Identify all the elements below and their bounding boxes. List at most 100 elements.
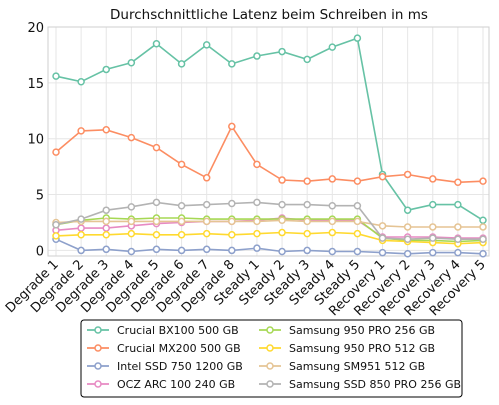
data-point (454, 248, 462, 257)
data-point (228, 246, 236, 255)
data-point (479, 235, 487, 243)
data-point (127, 217, 136, 226)
data-point (102, 224, 110, 232)
data-point (328, 175, 337, 183)
legend-marker (94, 326, 102, 334)
data-point (52, 220, 60, 229)
data-point (202, 200, 211, 209)
data-point (77, 127, 85, 135)
y-tick-label: 15 (27, 77, 44, 92)
data-point (328, 43, 337, 51)
legend-marker (94, 362, 102, 370)
legend-label: Samsung 950 PRO 512 GB (289, 342, 435, 355)
data-point (403, 170, 412, 179)
data-point (278, 176, 286, 184)
data-point (177, 231, 186, 239)
data-point (403, 250, 412, 258)
data-point (102, 126, 110, 134)
data-point (253, 198, 261, 207)
y-tick-label: 0 (36, 244, 44, 259)
data-point (403, 235, 412, 243)
data-point (278, 200, 286, 209)
series-line (55, 219, 483, 228)
data-point (102, 231, 110, 239)
data-point (278, 228, 286, 237)
y-tick-label: 5 (36, 189, 44, 204)
legend-label: Samsung 950 PRO 256 GB (289, 324, 435, 337)
data-point (52, 148, 60, 156)
data-point (429, 175, 437, 183)
legend-marker (266, 344, 274, 352)
data-point (228, 231, 236, 239)
legend-label: Samsung SM951 512 GB (289, 360, 425, 373)
data-point (77, 215, 85, 223)
legend-marker (94, 344, 102, 352)
data-point (127, 247, 136, 256)
data-point (228, 199, 236, 208)
legend-label: Intel SSD 750 1200 GB (117, 360, 243, 373)
series-7 (52, 198, 487, 243)
data-point (328, 247, 337, 256)
data-point (253, 52, 261, 60)
data-point (152, 40, 161, 48)
data-point (328, 228, 337, 237)
data-point (454, 223, 462, 231)
series-6 (52, 216, 487, 231)
series-4 (52, 214, 487, 246)
legend-box (80, 319, 463, 398)
plot-area (47, 26, 490, 257)
data-point (102, 245, 110, 254)
data-point (378, 248, 387, 257)
data-point (127, 133, 136, 142)
data-point (353, 229, 362, 238)
series-line (55, 238, 484, 255)
data-point (228, 122, 236, 131)
data-point (202, 217, 211, 226)
data-point (353, 201, 362, 210)
data-point (228, 60, 236, 68)
data-point (152, 217, 161, 226)
data-point (202, 245, 211, 254)
data-point (253, 244, 261, 252)
data-point (77, 224, 85, 232)
data-point (228, 217, 236, 226)
data-point (303, 55, 311, 64)
y-tick-label: 20 (27, 21, 44, 36)
data-point (429, 248, 437, 257)
series-line (55, 37, 484, 221)
legend-item: Intel SSD 750 1200 GB (87, 360, 243, 373)
data-point (177, 160, 186, 169)
legend-marker (266, 362, 274, 370)
data-point (303, 217, 311, 226)
legend-marker (266, 326, 274, 334)
data-point (152, 245, 161, 254)
data-point (152, 198, 161, 207)
data-point (303, 246, 311, 255)
data-point (253, 217, 261, 226)
legend-label: OCZ ARC 100 240 GB (117, 378, 235, 391)
series-line (55, 201, 483, 241)
legend-item: Crucial MX200 500 GB (87, 342, 241, 355)
legend-item: Samsung SM951 512 GB (259, 360, 425, 373)
data-point (177, 217, 186, 226)
legend-item: Samsung 950 PRO 256 GB (259, 324, 435, 337)
legend-item: Samsung 950 PRO 512 GB (259, 342, 435, 355)
data-point (127, 203, 136, 211)
series-line (55, 231, 484, 245)
data-point (454, 178, 462, 187)
data-point (429, 234, 437, 242)
data-point (353, 217, 362, 226)
data-point (303, 177, 311, 185)
data-point (177, 201, 186, 210)
data-point (253, 160, 261, 169)
series-5 (52, 228, 487, 248)
series-layer (52, 34, 487, 258)
legend-item: Samsung SSD 850 PRO 256 GB (259, 378, 461, 391)
data-point (479, 250, 487, 258)
data-point (77, 246, 85, 255)
data-point (52, 232, 60, 240)
data-point (152, 143, 161, 152)
data-point (378, 234, 387, 242)
